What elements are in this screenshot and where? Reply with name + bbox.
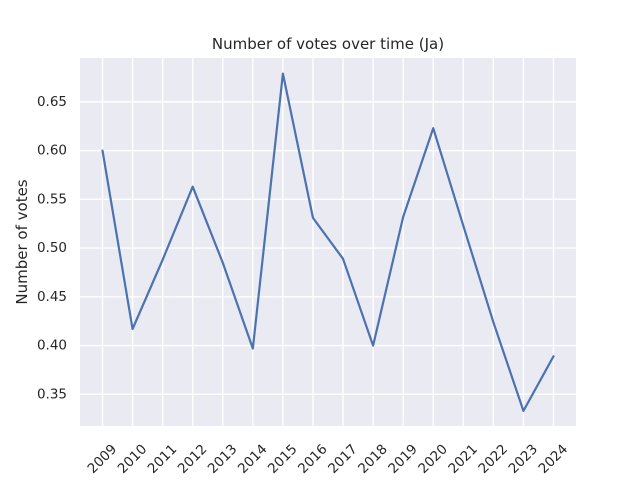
y-tick-label: 0.60 <box>37 143 67 159</box>
y-tick-labels: 0.35 0.40 0.45 0.50 0.55 0.60 0.65 <box>37 94 67 402</box>
y-tick-label: 0.55 <box>37 191 67 207</box>
y-axis-label: Number of votes <box>13 179 31 304</box>
x-gridlines <box>101 58 555 426</box>
plot-area <box>80 58 576 426</box>
chart-title: Number of votes over time (Ja) <box>212 35 444 53</box>
y-tick-label: 0.65 <box>37 94 67 110</box>
y-tick-label: 0.50 <box>37 240 67 256</box>
y-tick-label: 0.35 <box>37 386 67 402</box>
series-line <box>101 72 555 412</box>
y-tick-label: 0.40 <box>37 338 67 354</box>
y-tick-label: 0.45 <box>37 289 67 305</box>
